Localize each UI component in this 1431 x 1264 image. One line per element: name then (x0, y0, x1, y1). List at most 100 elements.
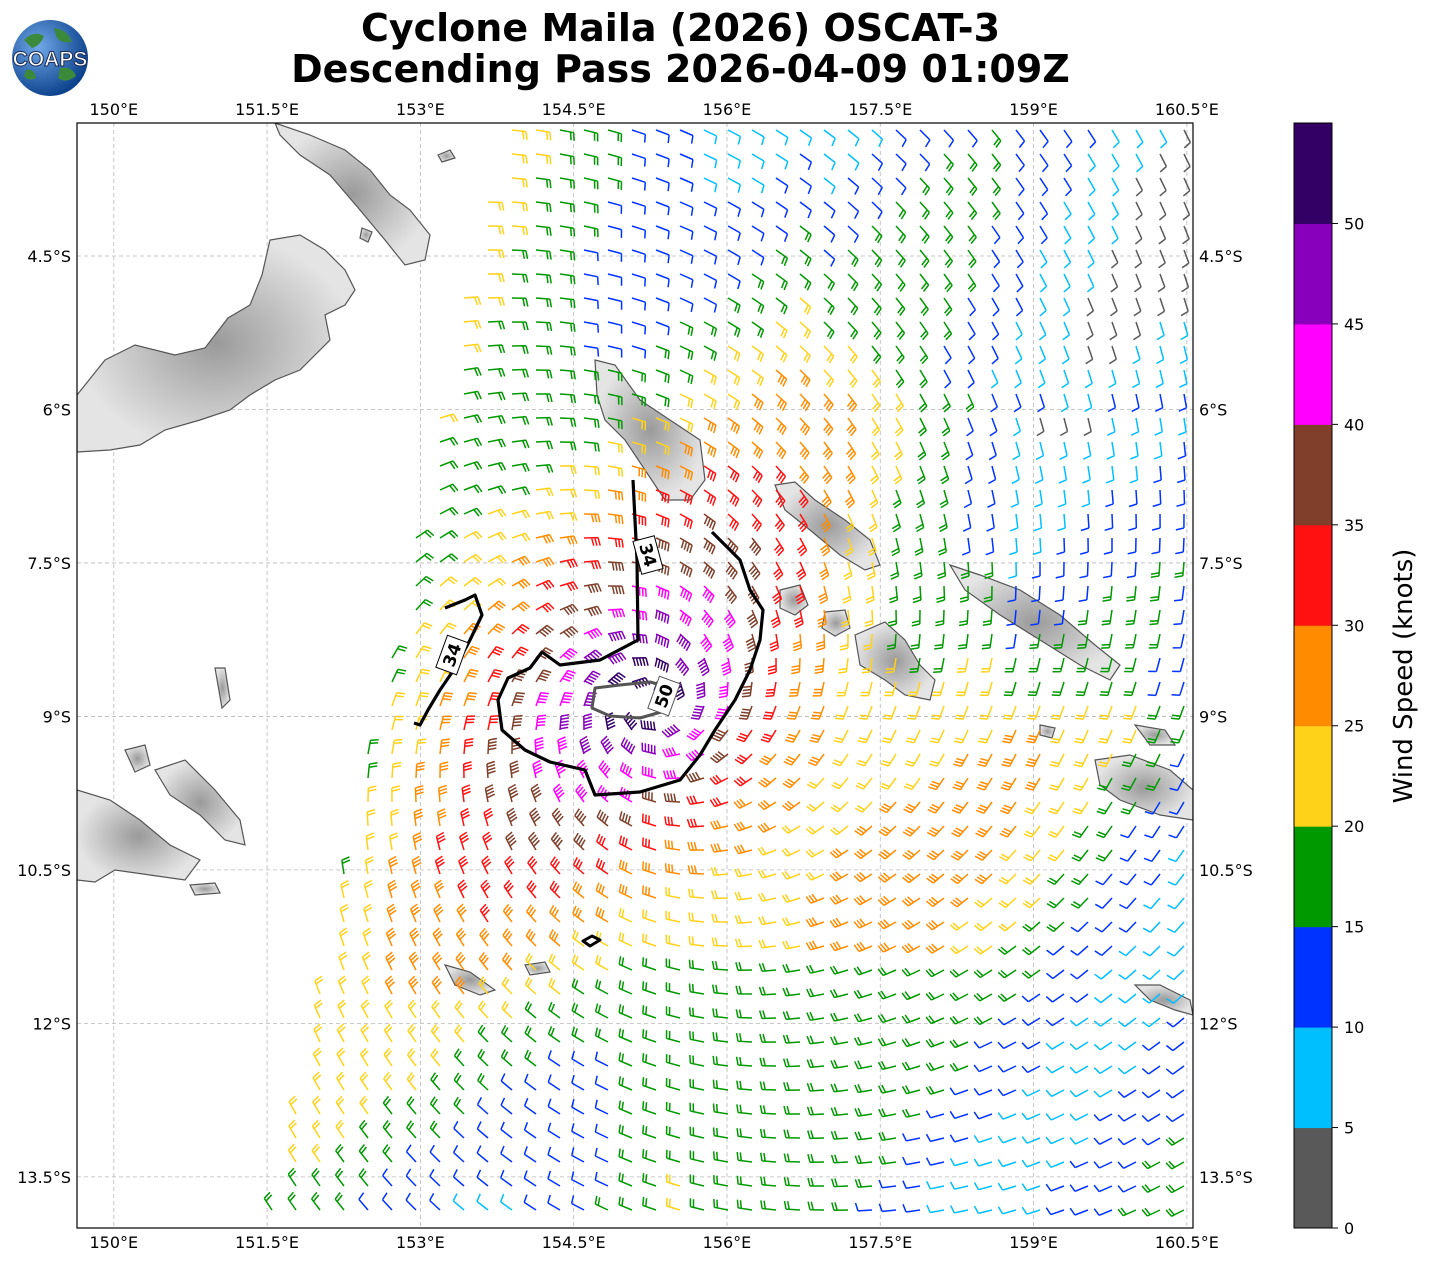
wind-barb (1117, 1113, 1137, 1122)
wind-barb (655, 465, 670, 480)
wind-barb (1153, 465, 1162, 484)
wind-barb (1107, 417, 1116, 436)
wind-barb (1021, 993, 1041, 1003)
wind-barb (338, 927, 348, 947)
wind-barb (665, 1197, 681, 1211)
wind-barb (506, 807, 518, 827)
wind-barb (1118, 969, 1137, 980)
wind-barb (759, 1057, 777, 1067)
wind-barb (955, 681, 969, 697)
wind-barb (781, 893, 801, 904)
wind-barb (782, 1034, 801, 1044)
wind-barb (415, 529, 435, 539)
wind-barb (559, 535, 578, 545)
wind-barb (845, 513, 855, 533)
wind-barb (991, 249, 1001, 269)
colorbar-tick-label: 15 (1344, 918, 1364, 937)
wind-barb (463, 668, 479, 683)
wind-barb (363, 879, 373, 899)
wind-barb (642, 981, 657, 995)
wind-barb (1069, 1017, 1089, 1027)
wind-barb (1183, 153, 1191, 173)
wind-barb (839, 633, 849, 651)
wind-barb (853, 871, 873, 883)
wind-barb (1039, 177, 1049, 197)
wind-barb (688, 1007, 705, 1019)
wind-barb (640, 720, 657, 731)
wind-barb (799, 249, 812, 267)
lat-tick-label-right: 10.5°S (1199, 861, 1253, 880)
wind-barb (751, 153, 765, 170)
wind-barb (1171, 681, 1185, 697)
wind-barb (1121, 777, 1137, 792)
wind-barb (594, 1171, 609, 1187)
wind-barb (799, 177, 812, 195)
wind-barb (654, 609, 670, 624)
wind-barb (463, 484, 483, 494)
wind-barb (884, 681, 897, 697)
wind-barb (431, 975, 442, 995)
wind-barb (902, 849, 921, 860)
wind-barb (618, 883, 633, 899)
wind-barb (500, 1097, 513, 1115)
wind-barb (1182, 225, 1190, 245)
wind-barb (727, 297, 741, 314)
wind-barb (439, 692, 453, 707)
colorbar-bin (1294, 1127, 1332, 1229)
wind-barb (559, 441, 577, 451)
wind-barb (973, 992, 993, 1002)
wind-barb (463, 507, 483, 517)
wind-barb (1093, 1041, 1113, 1051)
wind-barb (583, 465, 601, 476)
lon-tick-label-top: 156°E (703, 100, 752, 119)
wind-barb (807, 1201, 825, 1211)
wind-barb (524, 1049, 537, 1067)
wind-barb (711, 729, 729, 742)
wind-barb (871, 225, 883, 244)
wind-barb (1158, 249, 1166, 269)
wind-barb (967, 201, 978, 221)
wind-barb (687, 841, 705, 851)
wind-barb (511, 225, 529, 236)
wind-barb (1133, 273, 1142, 293)
wind-barb (1094, 969, 1113, 980)
wind-barb (782, 940, 801, 950)
wind-barb (534, 736, 544, 755)
wind-barb (1062, 297, 1071, 317)
wind-barb (1117, 1065, 1137, 1075)
wind-barb (949, 1039, 969, 1049)
wind-barb (953, 729, 969, 744)
wind-barb (877, 1061, 897, 1071)
wind-barb (1021, 1065, 1041, 1074)
wind-barb (487, 438, 506, 448)
wind-barb (433, 903, 444, 923)
wind-barb (477, 1072, 489, 1091)
wind-barb (703, 513, 716, 531)
contour-labels: 34 34 50 (435, 535, 681, 717)
wind-barb (967, 369, 975, 389)
wind-barb (796, 561, 807, 581)
wind-barb (655, 345, 670, 360)
wind-barb (1031, 562, 1041, 579)
wind-barb (701, 609, 714, 628)
wind-barb (476, 1169, 489, 1187)
wind-barb (1105, 489, 1114, 508)
wind-barb (1167, 849, 1185, 863)
wind-barb (1055, 561, 1065, 579)
wind-barb (1182, 177, 1191, 197)
wind-barb (607, 225, 623, 238)
wind-barb (335, 1095, 345, 1115)
wind-barb (1094, 921, 1113, 933)
wind-barb (775, 393, 788, 412)
wind-barb (823, 177, 836, 195)
wind-barb (1117, 1207, 1137, 1217)
wind-barb (641, 765, 657, 779)
wind-barb (940, 441, 950, 461)
wind-barb (406, 1096, 417, 1115)
wind-barb (439, 738, 450, 755)
wind-barb (775, 465, 787, 484)
wind-barb (600, 735, 614, 755)
wind-barb (523, 1122, 537, 1139)
wind-barb (1045, 1089, 1065, 1098)
wind-barb (524, 1001, 537, 1019)
